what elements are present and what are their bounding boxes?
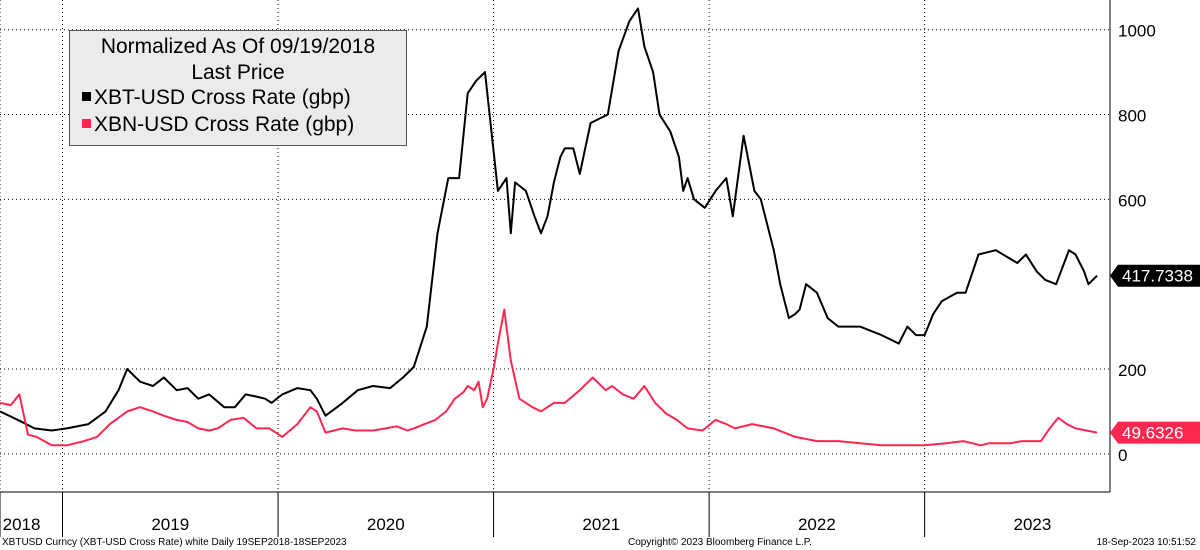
- chart-title: Normalized As Of 09/19/2018: [100, 35, 376, 58]
- x-tick-label: 2021: [582, 515, 620, 534]
- y-tick-label: 1000: [1118, 22, 1156, 41]
- x-tick-label: 2019: [151, 515, 189, 534]
- series-lines: [0, 7, 1098, 447]
- footer-copyright: Copyright© 2023 Bloomberg Finance L.P.: [628, 537, 812, 548]
- legend: Normalized As Of 09/19/2018 Last Price X…: [69, 30, 407, 146]
- y-tick-label: 800: [1118, 107, 1146, 126]
- x-tick-label: 2020: [367, 515, 405, 534]
- x-axis: 2018 2019 2020 2021 2022 2023: [0, 492, 1051, 537]
- legend-label-xbt: XBT-USD Cross Rate (gbp): [94, 86, 351, 109]
- x-tick-label: 2023: [1013, 515, 1051, 534]
- last-value-labels: 417.7338 49.6326: [1110, 264, 1200, 444]
- y-tick-label: 600: [1118, 191, 1146, 210]
- x-tick-label: 2018: [3, 515, 41, 534]
- last-value-tag-xbt: [1110, 264, 1200, 287]
- series-line-xbt: [0, 7, 1098, 432]
- last-value-text-xbt: 417.7338: [1122, 267, 1193, 286]
- footer-source: XBTUSD Curncy (XBT-USD Cross Rate) white…: [2, 537, 347, 548]
- y-tick-label: 0: [1118, 446, 1127, 465]
- legend-entry-xbn: XBN-USD Cross Rate (gbp): [82, 113, 418, 137]
- legend-entry-xbt: XBT-USD Cross Rate (gbp): [82, 86, 418, 110]
- legend-label-xbn: XBN-USD Cross Rate (gbp): [94, 113, 355, 136]
- legend-swatch-xbn: [82, 119, 91, 128]
- y-tick-label: 200: [1118, 361, 1146, 380]
- chart-subtitle: Last Price: [191, 61, 285, 84]
- x-tick-label: 2022: [798, 515, 836, 534]
- series-line-xbn: [0, 308, 1098, 447]
- legend-swatch-xbt: [82, 92, 91, 101]
- y-axis: 0 200 600 800 1000: [1109, 0, 1156, 492]
- last-value-text-xbn: 49.6326: [1122, 424, 1183, 443]
- last-value-tag-xbn: [1110, 421, 1200, 444]
- footer-timestamp: 18-Sep-2023 10:51:52: [1096, 537, 1196, 548]
